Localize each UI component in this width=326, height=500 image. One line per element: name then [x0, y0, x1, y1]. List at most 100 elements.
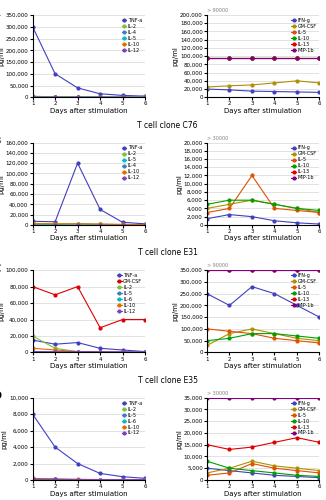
IL-13 [205, 136, 209, 141]
IL-6 [53, 476, 57, 482]
GM-CSF [273, 202, 276, 207]
IL-2 [76, 221, 80, 227]
IL-12 [121, 222, 125, 228]
IL-5 [318, 210, 321, 216]
Title: T cell clone C13: T cell clone C13 [138, 0, 198, 2]
GM-CSF [250, 197, 254, 203]
TNF-a [76, 340, 80, 345]
Line: TNF-a: TNF-a [31, 162, 146, 225]
IL-10 [228, 465, 231, 471]
IL-5 [250, 460, 254, 466]
GM-CSF [318, 468, 321, 473]
IL-4 [98, 222, 102, 228]
Line: GM-CSF: GM-CSF [206, 328, 321, 347]
IL-2 [121, 222, 125, 228]
Legend: IFN-g, GM-CSF, IL-5, IL-10, IL-13, MIP-1b: IFN-g, GM-CSF, IL-5, IL-10, IL-13, MIP-1… [291, 400, 317, 436]
GM-CSF [295, 465, 299, 471]
IL-5 [205, 210, 209, 216]
IL-4 [143, 94, 147, 100]
GM-CSF [295, 206, 299, 212]
TNF-a [53, 341, 57, 347]
IL-10 [250, 330, 254, 336]
IL-10 [121, 222, 125, 228]
Line: IL-5: IL-5 [31, 478, 146, 481]
IL-13 [250, 55, 254, 61]
Line: IL-2: IL-2 [31, 477, 146, 482]
Line: MIP-1b: MIP-1b [206, 137, 321, 140]
MIP-1b [295, 394, 299, 400]
IL-13 [228, 446, 231, 452]
IL-13 [318, 267, 321, 273]
GM-CSF [205, 206, 209, 212]
Line: IL-10: IL-10 [31, 477, 146, 481]
IL-2 [143, 350, 147, 356]
IL-2 [31, 333, 35, 339]
IL-13 [295, 267, 299, 273]
IL-2 [31, 220, 35, 226]
IFN-g [295, 302, 299, 308]
IL-6 [76, 477, 80, 483]
IFN-g [318, 474, 321, 480]
IL-5 [143, 222, 147, 228]
Legend: IFN-g, GM-CSF, IL-5, IL-10, IL-13, MIP-1b: IFN-g, GM-CSF, IL-5, IL-10, IL-13, MIP-1… [291, 18, 317, 54]
IL-10 [76, 476, 80, 482]
Line: GM-CSF: GM-CSF [206, 199, 321, 214]
IL-5 [273, 206, 276, 212]
TNF-a [121, 474, 125, 480]
TNF-a [31, 218, 35, 224]
IL-13 [318, 55, 321, 61]
GM-CSF [205, 470, 209, 476]
MIP-1b [205, 394, 209, 400]
IL-5 [250, 55, 254, 61]
IL-2 [76, 476, 80, 482]
MIP-1b [250, 55, 254, 61]
Line: IL-5: IL-5 [31, 350, 146, 354]
GM-CSF [273, 80, 276, 86]
IL-10 [143, 350, 147, 356]
Line: IL-6: IL-6 [31, 478, 146, 481]
TNF-a [121, 92, 125, 98]
Title: T cell clone E35: T cell clone E35 [138, 376, 198, 385]
IFN-g [273, 472, 276, 478]
GM-CSF [228, 465, 231, 471]
IL-12 [143, 349, 147, 355]
MIP-1b [295, 136, 299, 141]
Line: TNF-a: TNF-a [31, 26, 146, 98]
IL-6 [143, 477, 147, 483]
TNF-a [121, 347, 125, 353]
IFN-g [318, 314, 321, 320]
TNF-a [31, 24, 35, 30]
IL-2 [143, 222, 147, 228]
IFN-g [205, 290, 209, 296]
IL-13 [295, 434, 299, 440]
IL-6 [31, 349, 35, 355]
IL-10 [98, 349, 102, 355]
IL-13 [295, 136, 299, 141]
IL-10 [121, 94, 125, 100]
Line: IL-2: IL-2 [31, 334, 146, 353]
IL-10 [31, 221, 35, 227]
Text: A: A [0, 8, 1, 18]
IL-5 [98, 94, 102, 100]
TNF-a [31, 337, 35, 343]
TNF-a [98, 91, 102, 97]
IL-10 [273, 55, 276, 61]
Line: IL-13: IL-13 [206, 137, 321, 140]
Y-axis label: pg/ml: pg/ml [173, 302, 179, 321]
IL-10 [76, 94, 80, 100]
IL-10 [273, 330, 276, 336]
IL-2 [76, 94, 80, 100]
IL-5 [53, 349, 57, 355]
IL-10 [98, 221, 102, 227]
IL-5 [295, 55, 299, 61]
IL-5 [31, 222, 35, 228]
IL-12 [76, 348, 80, 354]
IL-13 [318, 136, 321, 141]
IL-12 [76, 222, 80, 228]
IL-4 [76, 222, 80, 228]
MIP-1b [318, 394, 321, 400]
IL-5 [121, 350, 125, 356]
IL-6 [121, 477, 125, 483]
Line: GM-CSF: GM-CSF [206, 460, 321, 474]
IL-13 [228, 267, 231, 273]
